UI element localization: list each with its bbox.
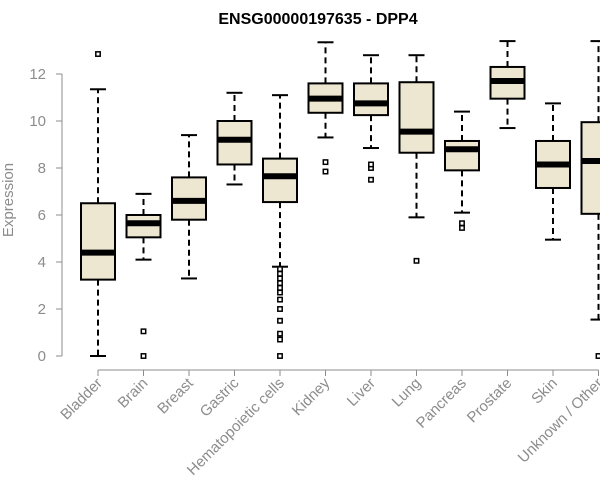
y-axis: 0 2 4 6 8 10 12: [29, 66, 63, 365]
outlier-point: [95, 51, 101, 57]
y-tick-label: 6: [38, 207, 46, 224]
box-group: [489, 40, 526, 130]
outlier-point: [277, 280, 283, 287]
y-tick-label: 4: [38, 254, 46, 271]
x-tick-label: Brain: [115, 375, 152, 412]
outlier-point: [368, 176, 374, 183]
x-tick-label: Bladder: [57, 375, 106, 424]
iqr-box: [262, 157, 298, 204]
outlier-point: [277, 336, 283, 343]
outlier-point: [140, 353, 147, 359]
outlier-point: [459, 220, 465, 227]
box-group: [353, 54, 389, 183]
x-tick-label: Breast: [154, 374, 197, 417]
box-group: [171, 134, 207, 280]
box-group: [262, 94, 298, 359]
outlier-point: [368, 161, 374, 168]
outlier-point: [277, 266, 283, 273]
box-group: [216, 91, 253, 186]
x-tick-label: Kidney: [289, 374, 334, 419]
chart-title: ENSG00000197635 - DPP4: [218, 11, 417, 28]
outlier-point: [277, 284, 283, 291]
box-group: [398, 54, 435, 264]
box-group: [80, 51, 116, 357]
y-tick-label: 12: [29, 66, 46, 83]
iqr-box: [353, 82, 389, 117]
x-tick-label: Pancreas: [413, 375, 470, 432]
iqr-box: [398, 81, 435, 154]
y-tick-label: 10: [29, 113, 46, 130]
outlier-point: [322, 168, 329, 175]
box-group: [125, 192, 162, 359]
outlier-point: [277, 306, 283, 312]
outlier-point: [322, 159, 329, 166]
boxes: [80, 40, 600, 359]
outlier-point: [277, 289, 283, 296]
x-tick-label: Prostate: [464, 375, 516, 427]
box-group: [444, 110, 480, 231]
y-axis-label: Expression: [0, 163, 17, 237]
outlier-point: [595, 353, 600, 359]
x-tick-label: Lung: [389, 375, 425, 411]
outlier-point: [459, 224, 465, 231]
outlier-point: [277, 317, 283, 324]
outlier-point: [277, 296, 283, 303]
outlier-point: [277, 270, 283, 277]
outlier-point: [413, 257, 420, 264]
x-tick-label: Liver: [344, 375, 379, 410]
outlier-point: [277, 353, 283, 359]
iqr-box: [580, 121, 600, 215]
y-tick-label: 0: [38, 348, 46, 365]
y-tick-label: 2: [38, 301, 46, 318]
box-group: [535, 102, 571, 241]
box-group: [580, 40, 600, 359]
x-tick-label: Skin: [528, 375, 561, 408]
y-tick-label: 8: [38, 160, 46, 177]
iqr-box: [80, 202, 116, 281]
outlier-point: [140, 328, 147, 335]
outlier-point: [277, 330, 283, 337]
iqr-box: [444, 139, 480, 172]
box-group: [307, 41, 344, 175]
outlier-point: [277, 275, 283, 282]
